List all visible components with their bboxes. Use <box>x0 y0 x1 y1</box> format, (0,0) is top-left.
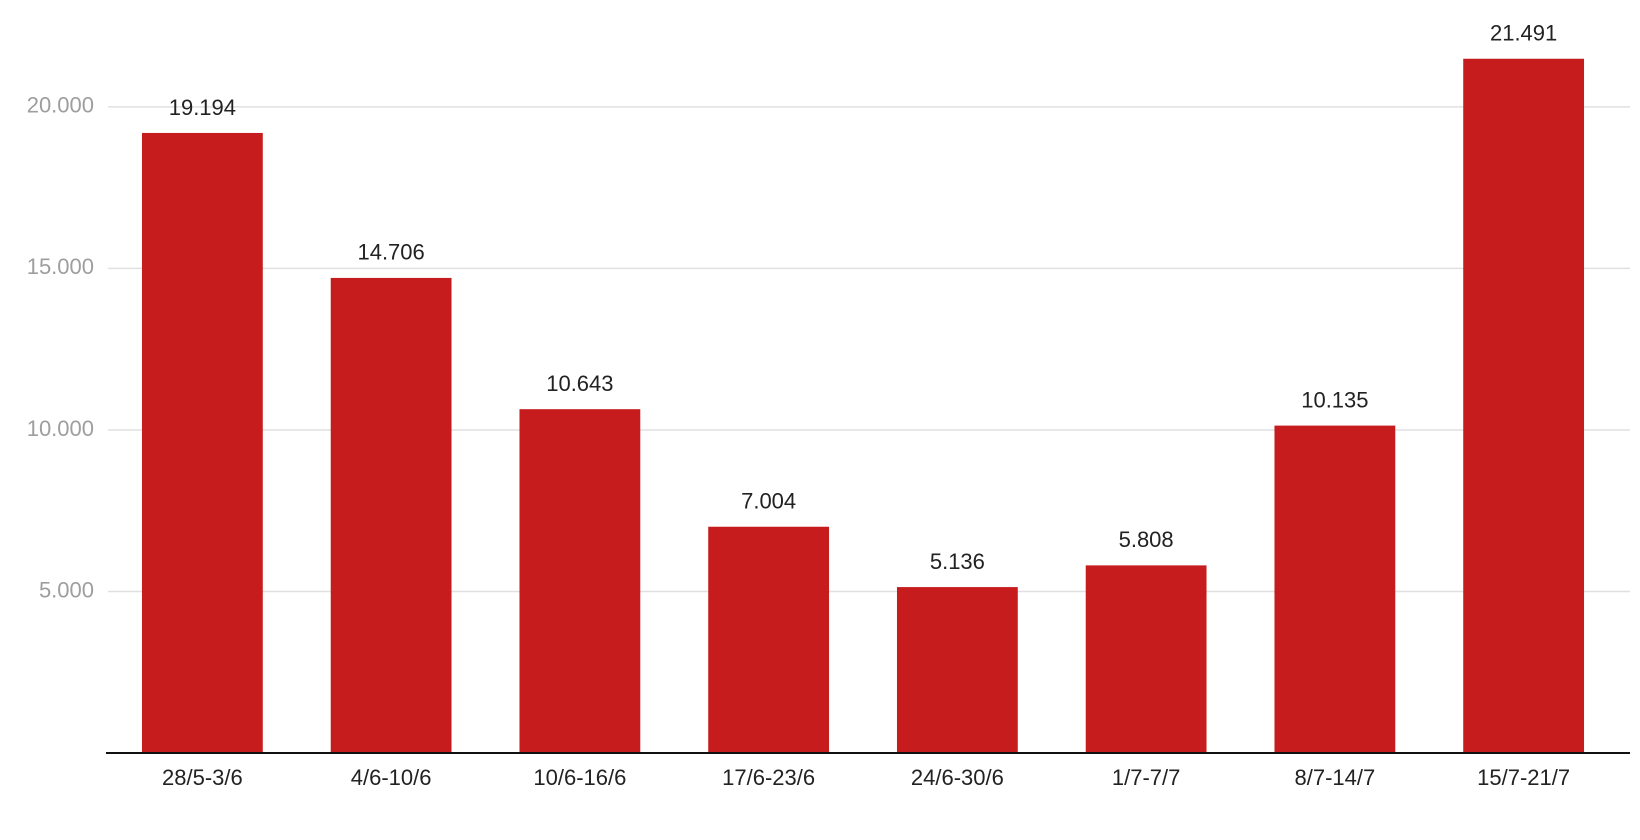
value-label: 5.808 <box>1119 527 1174 552</box>
value-label: 10.135 <box>1301 387 1368 412</box>
bar <box>1274 425 1396 753</box>
value-label: 7.004 <box>741 489 796 514</box>
bar <box>330 277 452 753</box>
y-tick-label: 15.000 <box>27 254 94 279</box>
value-label: 10.643 <box>546 371 613 396</box>
bar <box>708 526 830 753</box>
y-tick-label: 10.000 <box>27 416 94 441</box>
x-tick-label: 10/6-16/6 <box>533 765 626 790</box>
y-tick-label: 20.000 <box>27 93 94 118</box>
bar <box>1085 565 1207 753</box>
x-tick-label: 24/6-30/6 <box>911 765 1004 790</box>
x-tick-label: 28/5-3/6 <box>162 765 243 790</box>
x-tick-label: 1/7-7/7 <box>1112 765 1181 790</box>
value-label: 19.194 <box>169 95 236 120</box>
bar <box>896 587 1018 753</box>
bar <box>141 132 263 754</box>
x-tick-label: 15/7-21/7 <box>1477 765 1570 790</box>
bar <box>519 409 641 753</box>
value-label: 5.136 <box>930 549 985 574</box>
value-label: 21.491 <box>1490 21 1557 46</box>
value-label: 14.706 <box>357 240 424 265</box>
bar <box>1463 58 1585 754</box>
y-tick-label: 5.000 <box>39 577 94 602</box>
x-tick-label: 8/7-14/7 <box>1295 765 1376 790</box>
x-tick-label: 17/6-23/6 <box>722 765 815 790</box>
x-tick-label: 4/6-10/6 <box>351 765 432 790</box>
